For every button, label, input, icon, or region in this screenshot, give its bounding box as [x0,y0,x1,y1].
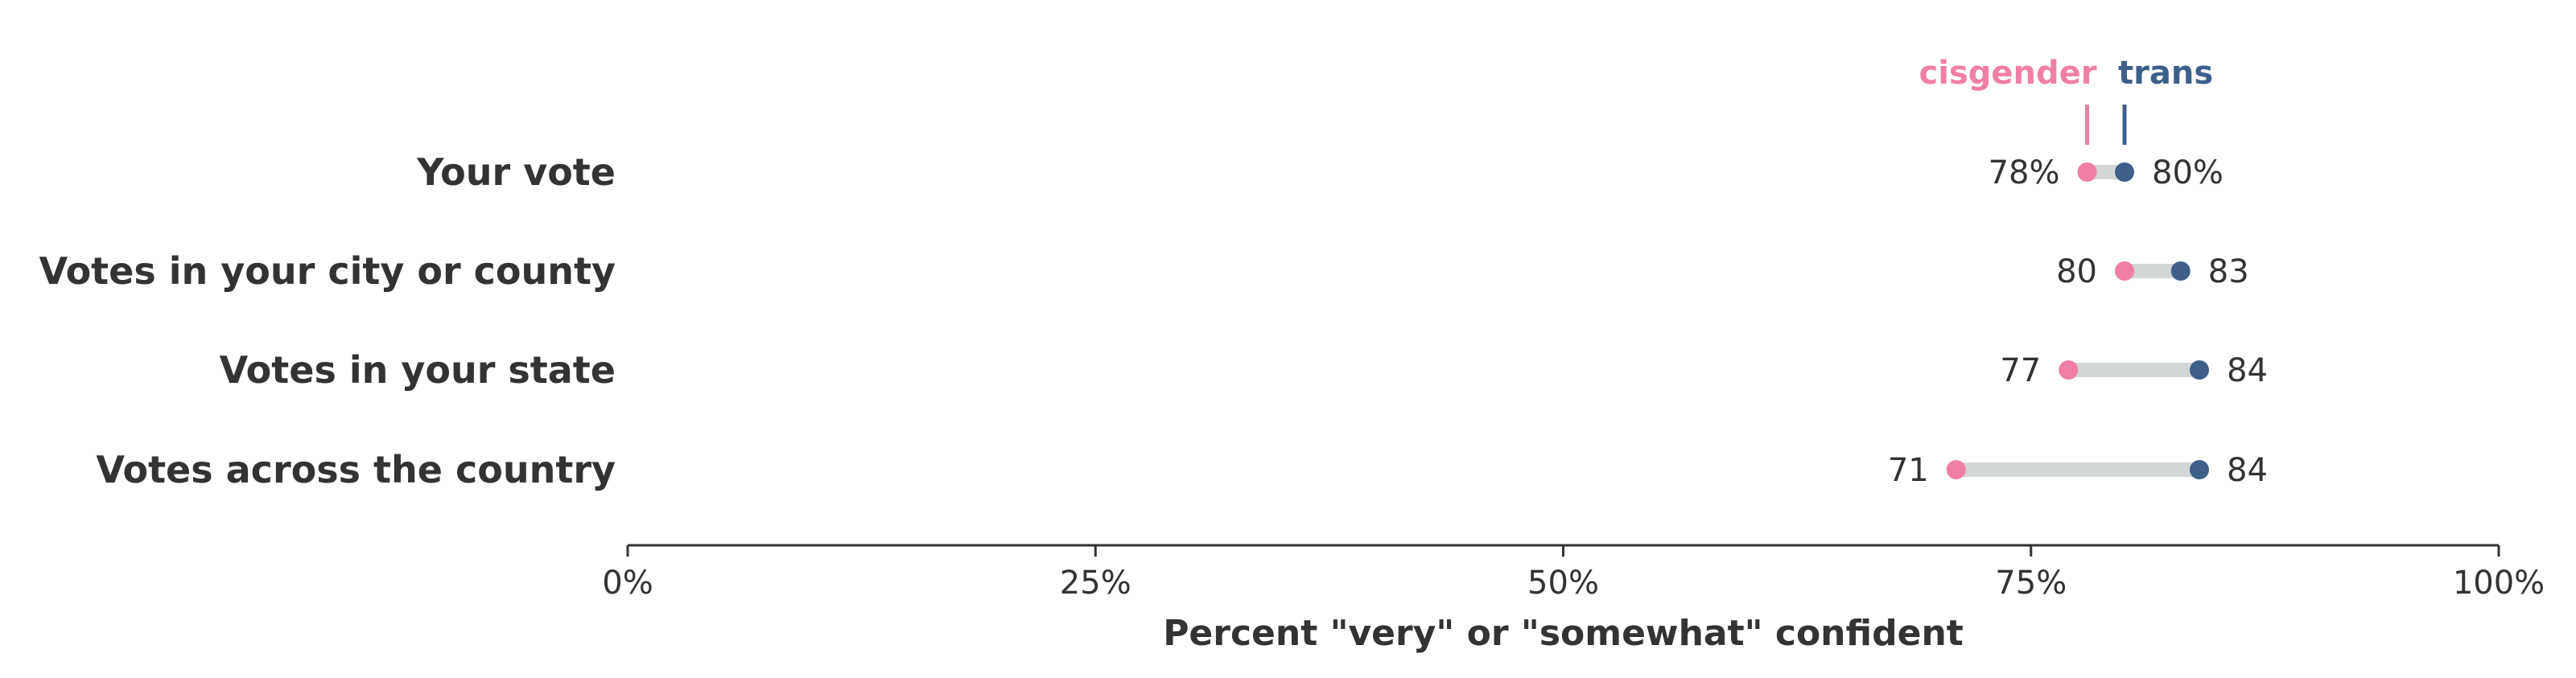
cisgender-value-label: 78% [1989,154,2060,191]
legend-label-trans: trans [2118,55,2213,92]
cisgender-value-label: 80 [2056,253,2097,290]
trans-point [2190,360,2209,380]
cisgender-point [2115,261,2134,281]
legend-label-cisgender: cisgender [1919,55,2097,92]
x-tick-label: 50% [1527,565,1599,602]
trans-value-label: 80% [2152,154,2224,191]
trans-value-label: 84 [2227,352,2268,389]
category-label: Votes across the country [96,448,616,491]
category-label: Your vote [416,150,616,194]
cisgender-point [1946,460,1966,479]
x-tick-label: 0% [602,565,653,602]
category-label: Votes in your city or county [39,249,616,293]
category-label: Votes in your state [220,348,616,392]
x-axis-title: Percent "very" or "somewhat" confident [1163,613,1964,654]
cisgender-value-label: 71 [1888,452,1929,489]
cisgender-point [2077,162,2097,182]
trans-point [2190,460,2209,479]
cisgender-point [2059,360,2079,380]
cisgender-value-label: 77 [2000,352,2041,389]
trans-value-label: 84 [2227,452,2268,489]
trans-value-label: 83 [2208,253,2249,290]
x-tick-label: 25% [1060,565,1131,602]
trans-point [2115,162,2134,182]
x-tick-label: 100% [2453,565,2545,602]
trans-point [2170,261,2191,281]
x-tick-label: 75% [1995,565,2067,602]
